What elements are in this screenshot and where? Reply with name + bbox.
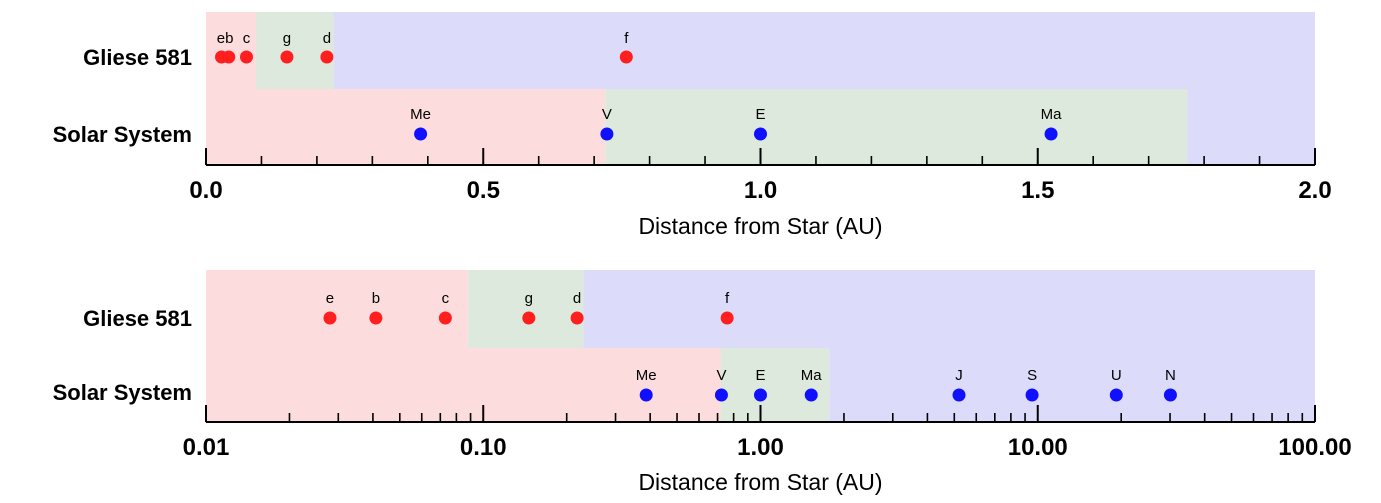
planet-point-f <box>619 50 633 64</box>
planet-label: d <box>573 290 581 307</box>
x-tick-label: 1.0 <box>744 177 777 204</box>
solar-system-habitable-zone <box>720 348 830 422</box>
planet-label: E <box>755 106 765 123</box>
planet-label: f <box>624 30 629 47</box>
planet-point-Me <box>414 127 428 141</box>
planet-label: V <box>716 367 726 384</box>
planet-point-S <box>1025 388 1039 402</box>
planet-point-b <box>369 311 383 325</box>
x-axis-title: Distance from Star (AU) <box>638 469 882 495</box>
planet-point-J <box>952 388 966 402</box>
panel-linear: Gliese 581 Solar System eb c g d f Me V E Ma 0.0 0.5… <box>53 12 1332 239</box>
planet-label: eb <box>217 30 234 47</box>
planet-point-N <box>1163 388 1177 402</box>
row-label: Gliese 581 <box>83 45 192 70</box>
solar-system-cold-zone <box>1187 89 1315 165</box>
planet-label: N <box>1165 367 1176 384</box>
planet-point-Ma <box>1044 127 1058 141</box>
planet-label: g <box>283 30 291 47</box>
planet-point-c <box>239 50 253 64</box>
planet-label: V <box>602 106 612 123</box>
panel-log: Gliese 581 Solar System e b c g d f Me V E Ma J S U N 0.… <box>53 270 1352 495</box>
solar-system-hot-zone <box>206 89 606 165</box>
planet-point-g <box>522 311 536 325</box>
row-label: Solar System <box>53 122 192 147</box>
planet-point-E <box>754 127 767 141</box>
x-tick-label: 10.00 <box>1008 434 1068 461</box>
planet-point-d <box>570 311 584 325</box>
planet-label: c <box>243 30 251 47</box>
planet-label: Me <box>410 106 431 123</box>
planet-point-U <box>1109 388 1123 402</box>
x-tick-label: 0.0 <box>189 177 222 204</box>
planet-label: f <box>725 290 730 307</box>
solar-system-cold-zone <box>829 348 1315 422</box>
planet-label: b <box>372 290 380 307</box>
planet-point-Me <box>639 388 653 402</box>
x-tick-label: 100.00 <box>1278 434 1351 461</box>
x-tick-label: 0.10 <box>460 434 507 461</box>
solar-system-hot-zone <box>206 348 721 422</box>
planet-label: Ma <box>1041 106 1062 123</box>
planet-label: U <box>1111 367 1122 384</box>
planet-label: Ma <box>801 367 822 384</box>
x-axis-title: Distance from Star (AU) <box>638 213 882 239</box>
planet-point-c <box>438 311 452 325</box>
planet-label: J <box>955 367 963 384</box>
x-tick-label: 0.01 <box>183 434 230 461</box>
row-label: Solar System <box>53 380 192 405</box>
gliese-581-habitable-zone <box>255 12 334 89</box>
planet-label: S <box>1027 367 1037 384</box>
planet-label: Me <box>636 367 657 384</box>
x-tick-label: 2.0 <box>1298 177 1331 204</box>
gliese-581-habitable-zone <box>467 270 584 348</box>
planet-label: E <box>755 367 765 384</box>
x-tick-label: 1.00 <box>737 434 784 461</box>
planet-point-Ma <box>804 388 818 402</box>
planet-point-d <box>320 50 334 64</box>
gliese-581-cold-zone <box>333 12 1315 89</box>
x-tick-label: 0.5 <box>467 177 500 204</box>
planet-point-g <box>280 50 294 64</box>
gliese-581-cold-zone <box>583 270 1315 348</box>
gliese-581-hot-zone <box>206 270 468 348</box>
gliese-581-hot-zone <box>206 12 256 89</box>
planet-point-b <box>222 50 236 64</box>
planet-label: c <box>442 290 450 307</box>
x-tick-label: 1.5 <box>1021 177 1054 204</box>
solar-system-habitable-zone <box>605 89 1188 165</box>
planet-label: d <box>323 30 331 47</box>
planet-point-f <box>720 311 734 325</box>
planet-label: g <box>525 290 533 307</box>
row-label: Gliese 581 <box>83 306 192 331</box>
planet-point-E <box>754 388 767 402</box>
planet-point-e <box>323 311 337 325</box>
planet-label: e <box>326 290 334 307</box>
planet-point-V <box>600 127 614 141</box>
planet-point-V <box>714 388 728 402</box>
